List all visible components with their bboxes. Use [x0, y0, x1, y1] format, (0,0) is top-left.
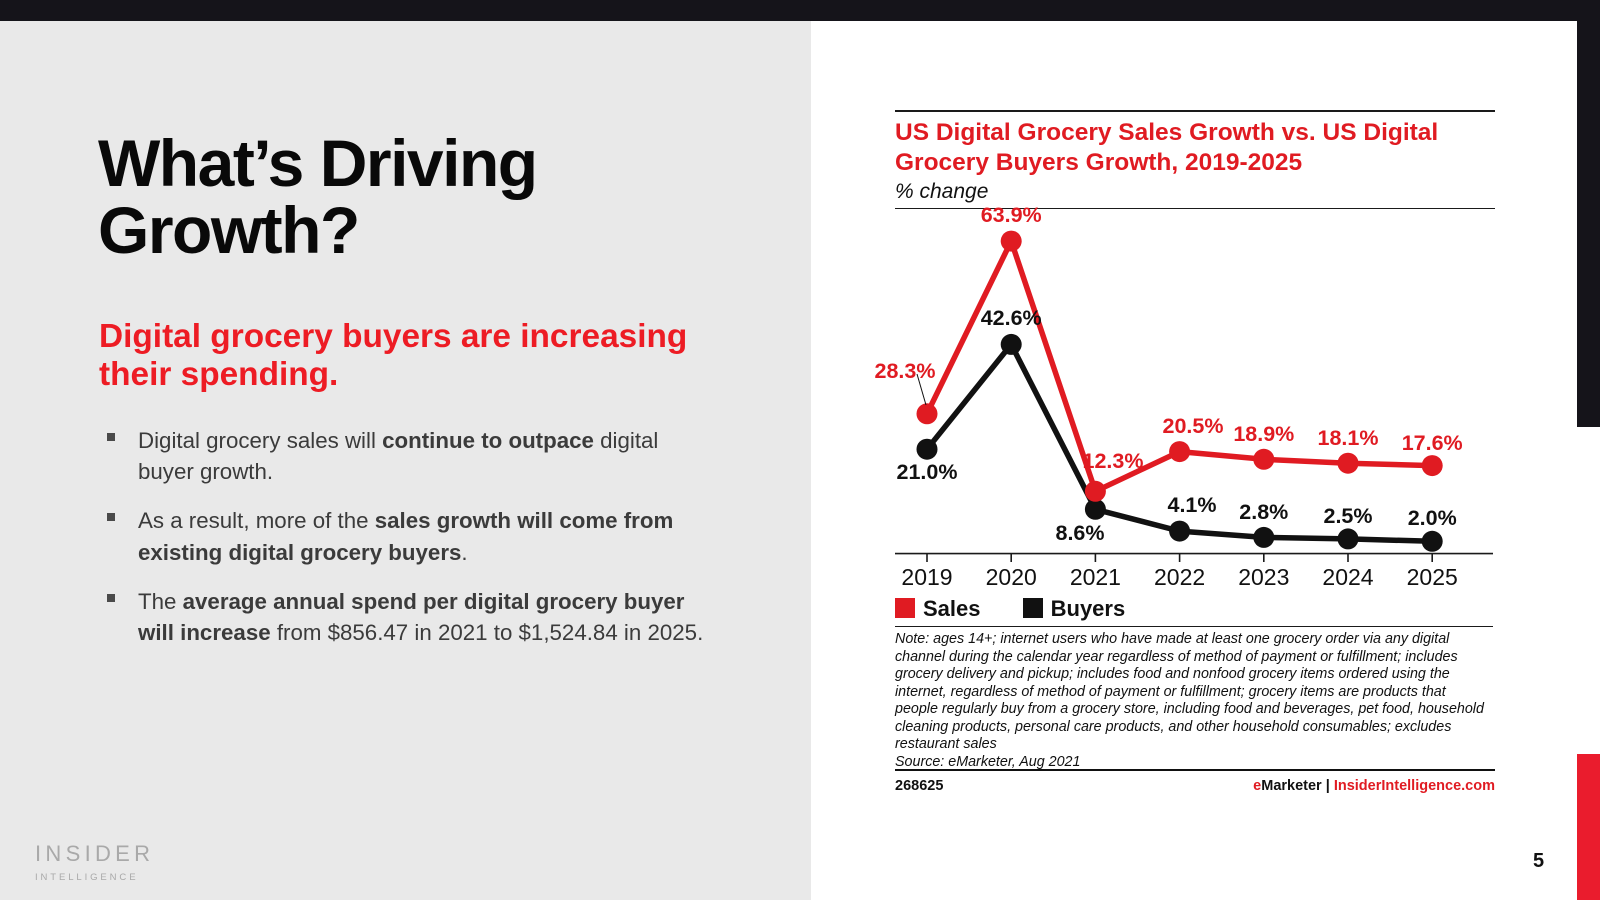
svg-text:20.5%: 20.5%: [1163, 414, 1224, 438]
svg-text:2024: 2024: [1322, 564, 1373, 590]
svg-text:2.0%: 2.0%: [1408, 506, 1457, 530]
svg-text:2025: 2025: [1407, 564, 1458, 590]
svg-text:18.1%: 18.1%: [1318, 426, 1379, 450]
svg-text:21.0%: 21.0%: [897, 460, 958, 484]
svg-text:4.1%: 4.1%: [1167, 493, 1216, 517]
svg-text:8.6%: 8.6%: [1055, 521, 1104, 545]
svg-text:2023: 2023: [1238, 564, 1289, 590]
svg-text:2019: 2019: [901, 564, 952, 590]
svg-text:28.3%: 28.3%: [875, 359, 936, 383]
svg-text:12.3%: 12.3%: [1083, 449, 1144, 473]
svg-text:63.9%: 63.9%: [981, 203, 1042, 227]
svg-text:18.9%: 18.9%: [1233, 422, 1294, 446]
svg-text:17.6%: 17.6%: [1402, 431, 1463, 455]
svg-text:2022: 2022: [1154, 564, 1205, 590]
svg-text:2.8%: 2.8%: [1239, 500, 1288, 524]
svg-text:42.6%: 42.6%: [981, 306, 1042, 330]
svg-text:2020: 2020: [986, 564, 1037, 590]
svg-text:2.5%: 2.5%: [1323, 504, 1372, 528]
svg-text:2021: 2021: [1070, 564, 1121, 590]
